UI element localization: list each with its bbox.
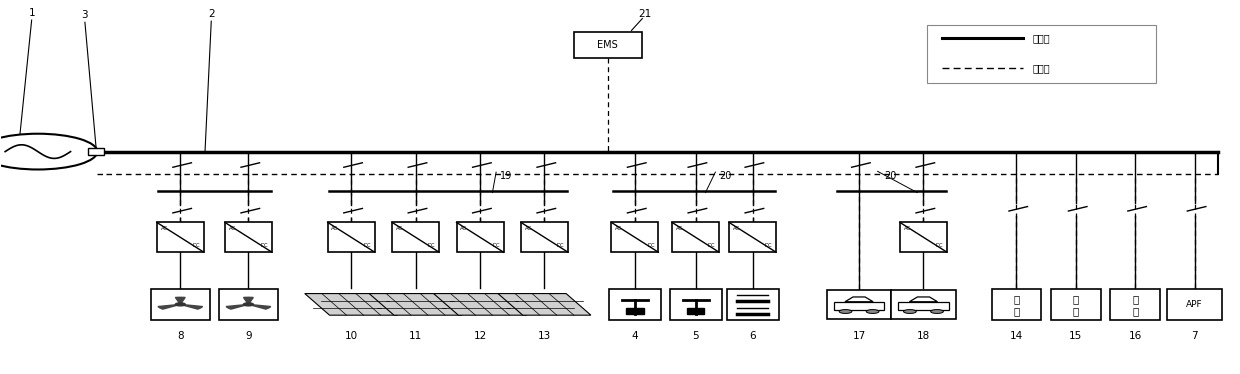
Bar <box>156 223 203 252</box>
Text: 20: 20 <box>719 171 732 181</box>
Text: 11: 11 <box>409 331 423 341</box>
Text: 12: 12 <box>474 331 486 341</box>
Polygon shape <box>243 297 253 304</box>
Polygon shape <box>498 294 591 315</box>
Bar <box>1111 288 1161 320</box>
Bar <box>670 288 722 320</box>
Text: 8: 8 <box>177 331 184 341</box>
Bar <box>900 223 947 252</box>
Circle shape <box>867 310 879 313</box>
Bar <box>835 302 884 310</box>
Text: 3: 3 <box>82 10 88 20</box>
Polygon shape <box>434 294 527 315</box>
Bar <box>898 302 949 310</box>
Bar <box>928 25 1157 83</box>
Text: 负: 负 <box>1132 294 1138 304</box>
Text: 16: 16 <box>1128 331 1142 341</box>
Circle shape <box>175 303 185 306</box>
Bar <box>521 223 568 252</box>
Text: 20: 20 <box>884 171 897 181</box>
Text: AC: AC <box>331 226 339 231</box>
Bar <box>611 223 658 252</box>
Bar <box>224 223 272 252</box>
Text: AC: AC <box>733 226 740 231</box>
Bar <box>992 288 1042 320</box>
Bar <box>456 223 503 252</box>
Polygon shape <box>370 294 463 315</box>
Text: 7: 7 <box>1192 331 1198 341</box>
Text: DC: DC <box>557 243 564 248</box>
Circle shape <box>0 134 97 169</box>
Bar <box>1168 288 1221 320</box>
Polygon shape <box>157 304 180 309</box>
Text: 10: 10 <box>345 331 358 341</box>
Text: DC: DC <box>936 243 944 248</box>
Text: AC: AC <box>160 226 167 231</box>
Text: 17: 17 <box>852 331 866 341</box>
Text: AC: AC <box>228 226 236 231</box>
Circle shape <box>839 310 852 313</box>
Polygon shape <box>687 307 704 314</box>
Text: DC: DC <box>492 243 500 248</box>
Text: 负: 负 <box>1013 294 1019 304</box>
Text: DC: DC <box>363 243 371 248</box>
Bar <box>1052 288 1101 320</box>
Polygon shape <box>248 304 270 309</box>
Circle shape <box>904 310 916 313</box>
Bar <box>88 148 104 155</box>
Text: 9: 9 <box>246 331 252 341</box>
Text: 21: 21 <box>639 9 651 19</box>
Bar <box>327 223 374 252</box>
Bar <box>727 288 779 320</box>
Text: 5: 5 <box>692 331 699 341</box>
Bar <box>609 288 661 320</box>
Text: 2: 2 <box>208 9 215 19</box>
Bar <box>574 33 641 58</box>
Bar <box>729 223 776 252</box>
Bar <box>672 223 719 252</box>
Text: 载: 载 <box>1013 306 1019 316</box>
Text: AC: AC <box>904 226 910 231</box>
Bar <box>892 290 956 319</box>
Text: DC: DC <box>708 243 715 248</box>
Text: AC: AC <box>525 226 532 231</box>
Text: 14: 14 <box>1009 331 1023 341</box>
Text: 载: 载 <box>1073 306 1079 316</box>
Text: DC: DC <box>765 243 773 248</box>
Text: 能源流: 能源流 <box>1033 33 1050 43</box>
Bar <box>827 290 892 319</box>
Text: APF: APF <box>1187 300 1203 309</box>
Text: AC: AC <box>676 226 683 231</box>
Text: DC: DC <box>647 243 655 248</box>
Bar <box>218 288 278 320</box>
Polygon shape <box>226 304 248 309</box>
Text: 负: 负 <box>1073 294 1079 304</box>
Text: 4: 4 <box>631 331 639 341</box>
Text: DC: DC <box>192 243 200 248</box>
Text: 13: 13 <box>538 331 551 341</box>
Text: DC: DC <box>428 243 435 248</box>
Bar <box>392 223 439 252</box>
Text: 6: 6 <box>749 331 756 341</box>
Polygon shape <box>305 294 398 315</box>
Text: 1: 1 <box>29 7 35 18</box>
Text: 载: 载 <box>1132 306 1138 316</box>
Bar <box>150 288 210 320</box>
Text: AC: AC <box>615 226 622 231</box>
Text: DC: DC <box>260 243 268 248</box>
Text: 信息流: 信息流 <box>1033 63 1050 73</box>
Text: 15: 15 <box>1069 331 1083 341</box>
Text: 18: 18 <box>916 331 930 341</box>
Polygon shape <box>175 297 185 304</box>
Text: 19: 19 <box>500 171 512 181</box>
Text: AC: AC <box>396 226 403 231</box>
Circle shape <box>931 310 944 313</box>
Text: AC: AC <box>460 226 467 231</box>
Polygon shape <box>180 304 202 309</box>
Circle shape <box>243 303 253 306</box>
Polygon shape <box>626 307 644 314</box>
Text: EMS: EMS <box>598 40 618 50</box>
